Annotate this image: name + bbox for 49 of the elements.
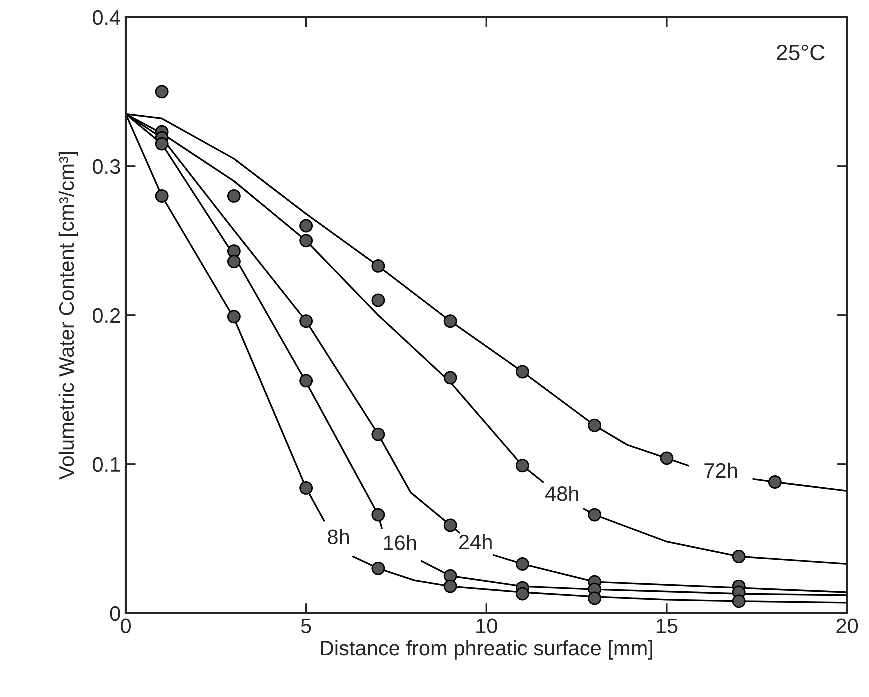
point: [372, 428, 386, 442]
x-tick-label: 15: [656, 618, 678, 634]
point: [516, 557, 530, 571]
point: [227, 255, 241, 268]
y-tick-label: 0.4: [93, 10, 121, 26]
point: [768, 476, 782, 489]
point: [300, 314, 314, 328]
series-label: 8h: [328, 529, 350, 544]
y-axis-title: Volumetric Water Content [cm³/cm³]: [58, 152, 78, 480]
point: [300, 234, 314, 248]
x-axis-title: Distance from phreatic surface [mm]: [321, 640, 652, 660]
point: [732, 594, 746, 608]
point: [516, 587, 530, 601]
point: [444, 518, 458, 532]
point: [588, 418, 602, 432]
series-label: 24h: [459, 534, 492, 550]
point: [300, 374, 314, 388]
y-tick-label: 0.2: [93, 308, 120, 324]
point: [300, 219, 314, 233]
point: [444, 314, 458, 328]
x-tick-label: 5: [301, 618, 312, 634]
x-tick-label: 20: [836, 618, 858, 634]
point: [372, 508, 386, 522]
annotation: 25°C: [777, 44, 825, 61]
point: [516, 459, 530, 473]
x-tick-label: 0: [121, 618, 131, 634]
point: [660, 452, 674, 466]
point: [372, 294, 386, 308]
point: [300, 482, 314, 495]
series-label: 48h: [545, 486, 578, 502]
point: [732, 550, 746, 564]
point: [588, 592, 602, 606]
series-label: 16h: [384, 535, 416, 550]
point: [227, 189, 241, 203]
point: [227, 310, 241, 324]
point: [444, 371, 458, 385]
point: [516, 365, 530, 379]
point: [155, 189, 169, 203]
x-tick-label: 10: [476, 618, 498, 634]
point: [155, 137, 169, 151]
point: [155, 85, 169, 99]
series-label: 72h: [704, 462, 738, 478]
y-tick-label: 0: [110, 606, 120, 622]
y-tick-label: 0.1: [93, 457, 120, 472]
point: [444, 580, 458, 594]
y-tick-label: 0.3: [93, 159, 120, 174]
point: [588, 508, 602, 522]
point: [372, 260, 386, 273]
point: [372, 562, 386, 576]
